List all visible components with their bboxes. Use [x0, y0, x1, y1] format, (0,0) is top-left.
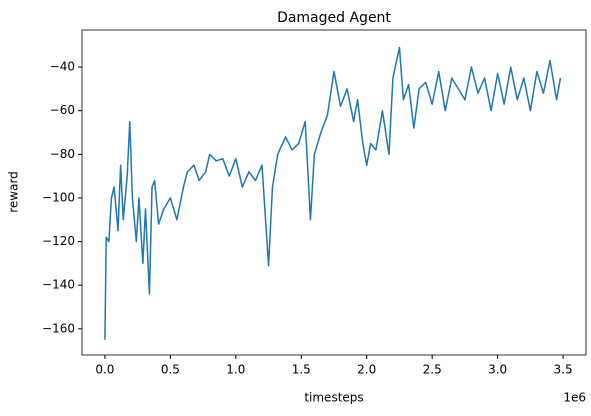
data-line: [104, 46, 562, 340]
x-axis-label: timesteps: [304, 391, 363, 405]
y-axis-label: reward: [7, 171, 21, 213]
x-tick-label: 0.5: [161, 363, 180, 377]
x-tick-label: 0.0: [95, 363, 114, 377]
y-tick-label: −80: [50, 147, 75, 161]
x-tick-label: 3.5: [554, 363, 573, 377]
y-tick-label: −60: [50, 103, 75, 117]
y-tick-label: −100: [42, 190, 75, 204]
x-tick-label: 2.0: [357, 363, 376, 377]
x-tick-label: 3.0: [488, 363, 507, 377]
plot-frame: [81, 29, 587, 356]
x-tick-label: 1.0: [226, 363, 245, 377]
y-tick-label: −140: [42, 278, 75, 292]
x-tick-label: 2.5: [423, 363, 442, 377]
x-offset-label: 1e6: [563, 391, 586, 405]
x-tick-label: 1.5: [292, 363, 311, 377]
y-tick-label: −160: [42, 321, 75, 335]
chart-title: Damaged Agent: [277, 10, 391, 26]
y-tick-label: −120: [42, 234, 75, 248]
y-tick-label: −40: [50, 60, 75, 74]
